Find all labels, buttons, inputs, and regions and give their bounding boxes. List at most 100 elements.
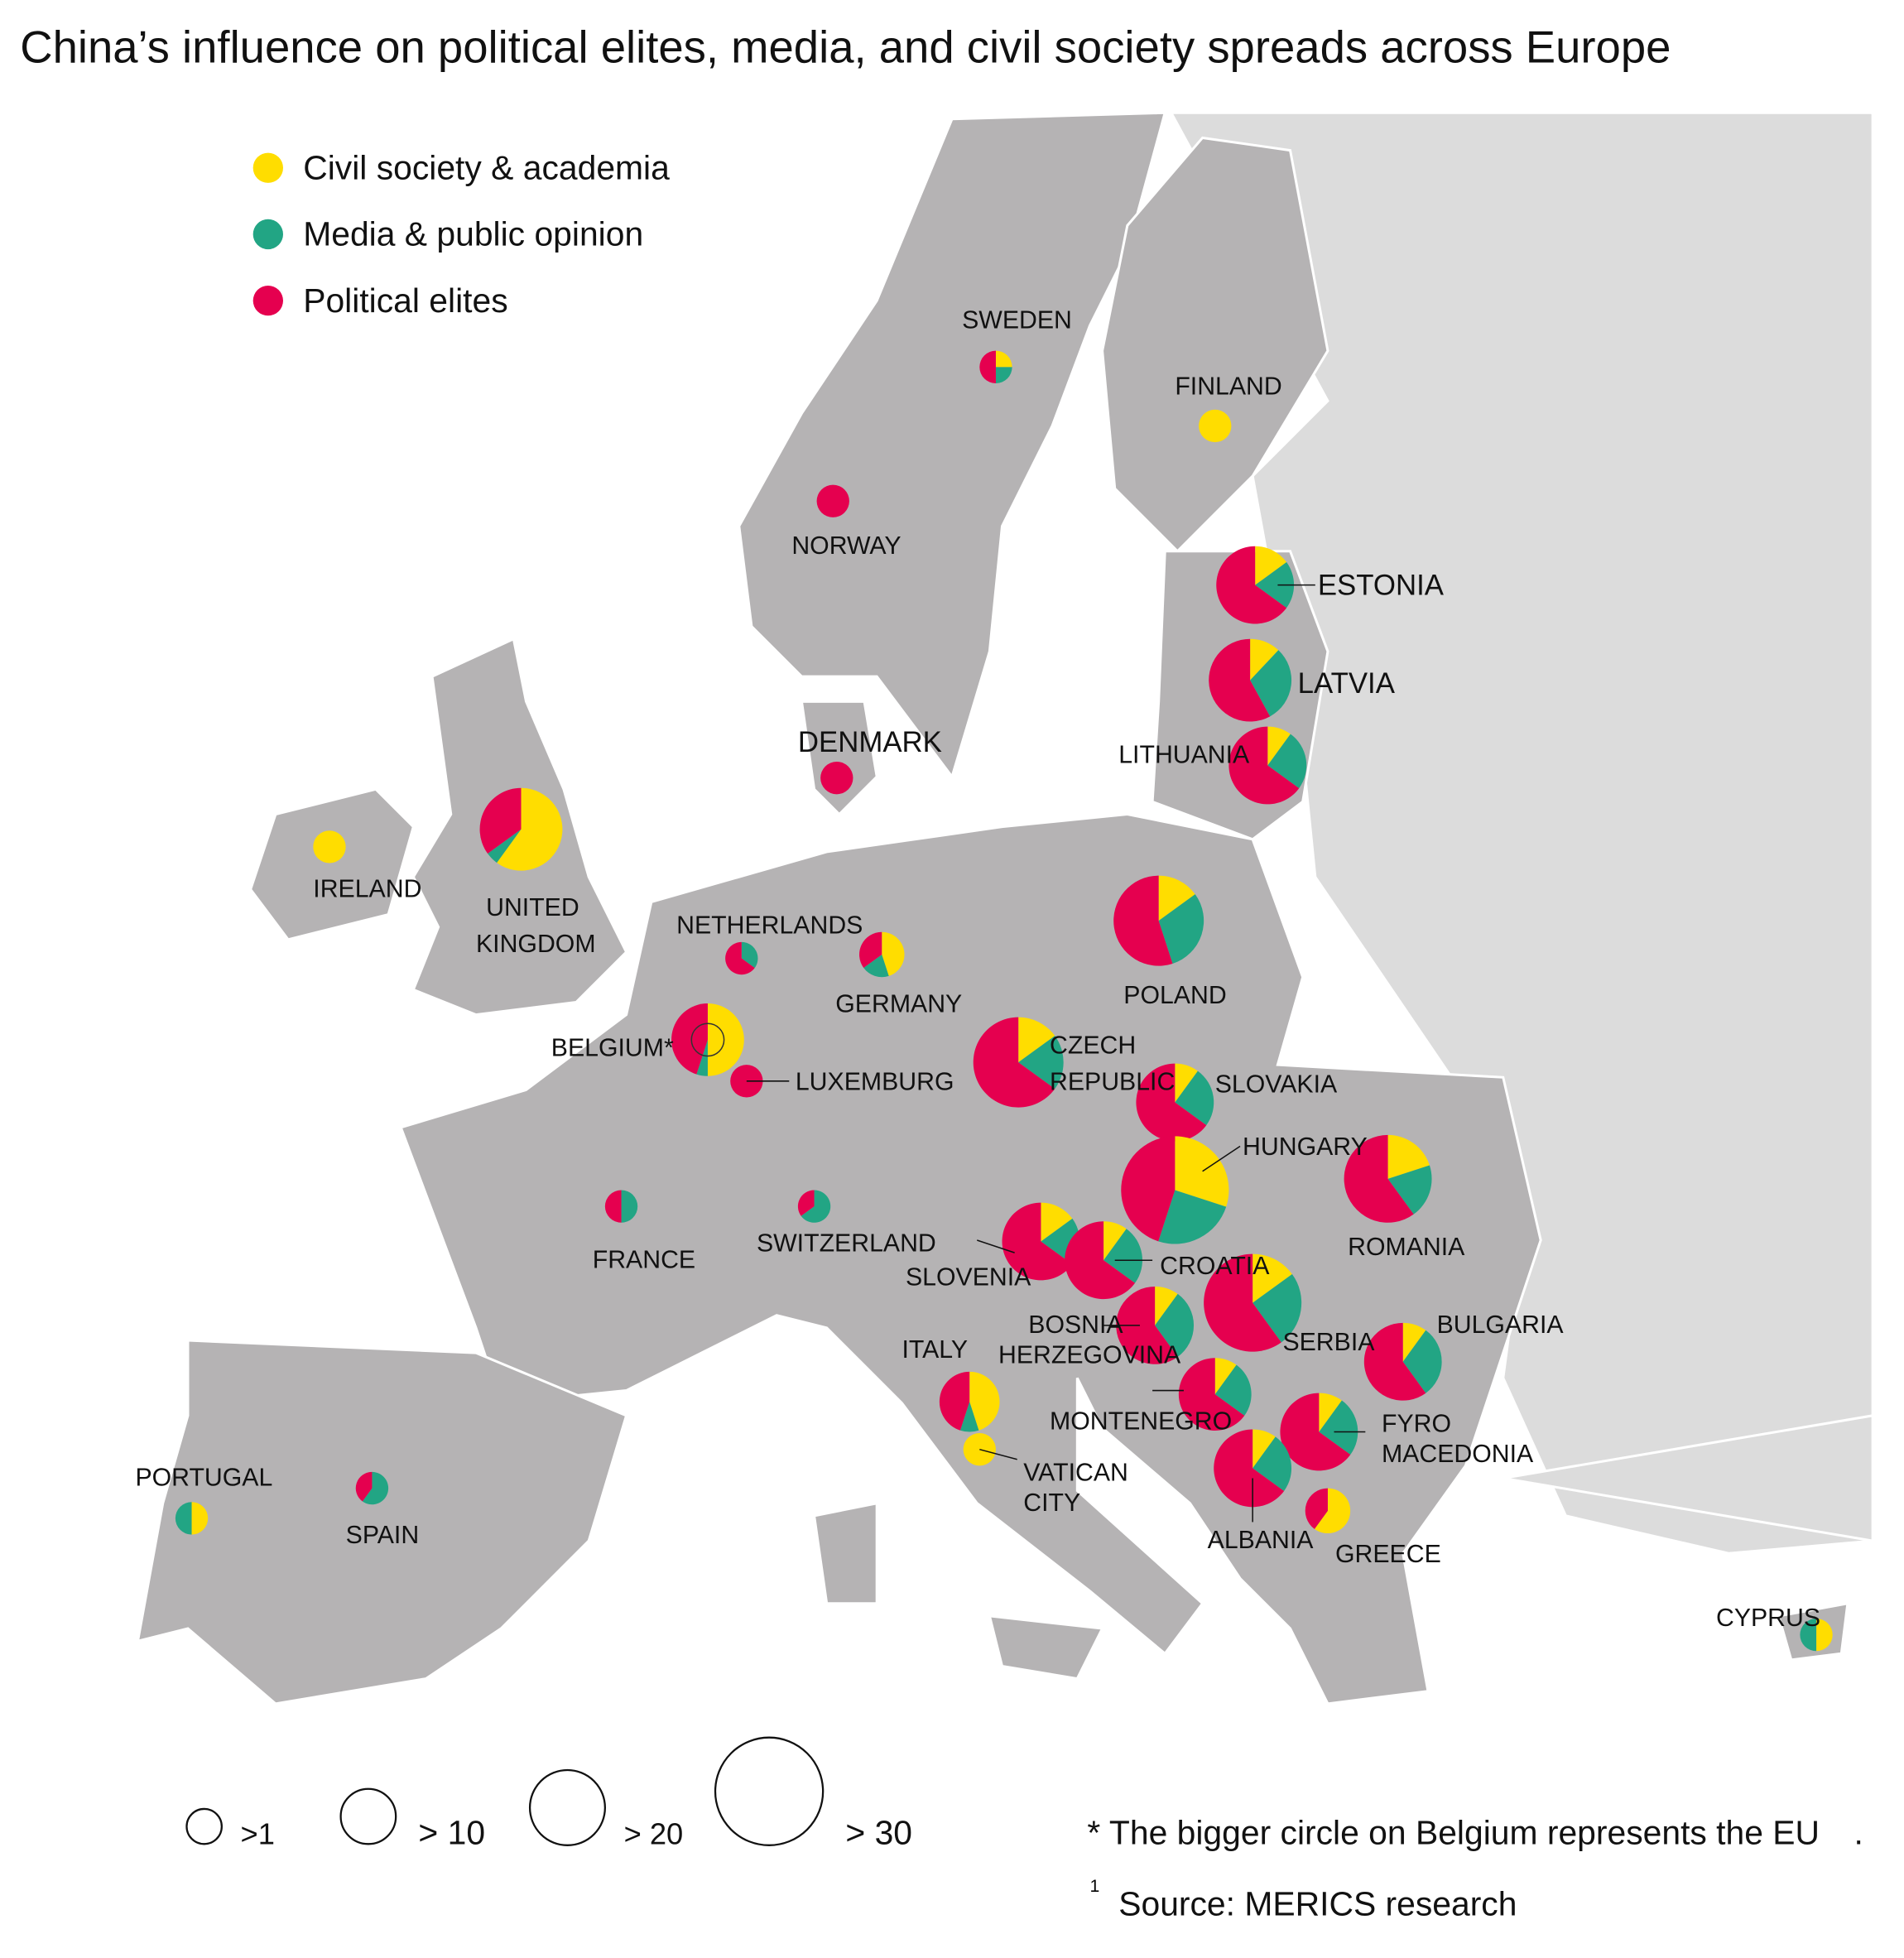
label-portugal: PORTUGAL [135, 1465, 272, 1492]
pie-united-kingdom [479, 787, 563, 871]
legend-swatch-civil-society [252, 152, 283, 183]
size-legend-labels: >1 > 10 > 20 > 30 [241, 1813, 912, 1851]
pie-latvia [1209, 638, 1292, 722]
pie-slice-denmark-political-elites [820, 761, 853, 795]
pie-greece [1305, 1488, 1351, 1534]
pie-slice-latvia-media [1250, 650, 1292, 717]
pie-montenegro [1178, 1358, 1252, 1431]
pie-slice-bosnia-herzegovina-political-elites [1116, 1286, 1178, 1364]
label-sweden: SWEDEN [962, 306, 1072, 334]
pie-slice-poland-media [1158, 894, 1204, 964]
pie-italy [939, 1371, 1000, 1432]
pie-slice-estonia-civil-society [1255, 546, 1287, 585]
pie-slice-spain-political-elites [355, 1471, 373, 1502]
legend-swatch-media [252, 219, 283, 250]
size-legend-label-10: > 10 [418, 1813, 485, 1851]
label-romania: ROMANIA [1348, 1234, 1465, 1261]
label-netherlands: NETHERLANDS [676, 912, 863, 939]
pie-slice-bulgaria-civil-society [1402, 1322, 1426, 1362]
pie-slice-italy-civil-society [969, 1371, 1000, 1431]
pie-slice-norway-political-elites [816, 484, 849, 517]
source: Source: MERICS research [1118, 1885, 1517, 1923]
label-albania: ALBANIA [1208, 1527, 1315, 1554]
pie-germany [859, 931, 905, 978]
size-legend-circle-1 [185, 1807, 223, 1845]
label-lithuania: LITHUANIA [1118, 741, 1250, 768]
label-fyro-line1: FYRO [1382, 1410, 1451, 1437]
label-germany: GERMANY [835, 991, 962, 1018]
pie-hungary [1121, 1136, 1229, 1244]
pie-slice-cyprus-civil-society [1816, 1618, 1833, 1652]
label-ireland: IRELAND [313, 875, 421, 902]
pie-slice-estonia-political-elites [1216, 546, 1287, 624]
pie-slice-germany-civil-society [882, 931, 905, 976]
label-estonia: ESTONIA [1318, 570, 1445, 602]
pie-slice-croatia-civil-society [1103, 1221, 1127, 1261]
source-mark: 1 [1089, 1877, 1099, 1896]
pie-slice-united-kingdom-media [488, 829, 522, 864]
chart-title: China’s influence on political elites, m… [20, 22, 1671, 73]
label-norway: NORWAY [791, 532, 901, 560]
pie-slice-serbia-civil-society [1253, 1253, 1292, 1303]
label-italy: ITALY [902, 1336, 968, 1364]
pie-slice-belgium-political-elites [671, 1003, 708, 1075]
label-denmark: DENMARK [798, 726, 942, 758]
pie-slice-albania-media [1253, 1436, 1292, 1491]
label-uk-line1: UNITED [486, 894, 579, 921]
label-finland: FINLAND [1175, 373, 1281, 401]
pie-slice-poland-political-elites [1113, 875, 1173, 966]
pie-slice-montenegro-civil-society [1214, 1358, 1237, 1395]
pie-slice-switzerland-political-elites [797, 1190, 815, 1216]
label-fyro-line2: MACEDONIA [1382, 1441, 1534, 1468]
pie-spain [355, 1471, 389, 1505]
label-uk-line2: KINGDOM [476, 931, 596, 958]
pie-norway [816, 484, 849, 517]
leader-lines [746, 584, 1366, 1523]
pie-slice-serbia-political-elites [1204, 1253, 1281, 1352]
pie-slice-lithuania-political-elites [1228, 726, 1300, 805]
pie-slice-spain-media [362, 1471, 389, 1505]
pie-slice-netherlands-political-elites [725, 941, 755, 975]
label-czech-line1: CZECH [1050, 1032, 1136, 1060]
label-hungary: HUNGARY [1243, 1133, 1368, 1161]
pie-slice-poland-civil-society [1158, 875, 1195, 921]
pie-croatia [1065, 1221, 1142, 1300]
pie-bulgaria [1363, 1322, 1442, 1401]
pie-sweden [979, 350, 1012, 384]
pie-slice-slovakia-civil-society [1175, 1063, 1198, 1103]
label-cyprus: CYPRUS [1716, 1604, 1820, 1632]
pie-slice-montenegro-media [1214, 1364, 1252, 1416]
pie-slice-fyro-macedonia-media [1319, 1400, 1358, 1455]
footnote-period: . [1854, 1813, 1863, 1851]
pie-bosnia-herzegovina [1116, 1286, 1195, 1364]
label-croatia: CROATIA [1160, 1253, 1270, 1280]
label-bosnia-line1: BOSNIA [1028, 1311, 1123, 1339]
legend-label-political-elites: Political elites [303, 281, 507, 320]
country-pies [175, 350, 1833, 1652]
pie-slice-united-kingdom-political-elites [479, 787, 522, 854]
pie-netherlands [725, 941, 758, 975]
label-bosnia-line2: HERZEGOVINA [998, 1341, 1181, 1369]
size-legend-circle-20 [528, 1768, 607, 1846]
pie-lithuania [1228, 726, 1307, 805]
pie-slice-latvia-political-elites [1209, 638, 1271, 722]
pie-slice-united-kingdom-civil-society [497, 787, 563, 871]
pie-cyprus [1800, 1618, 1833, 1652]
label-vatican-line2: CITY [1023, 1489, 1080, 1517]
pie-slice-czech-republic-political-elites [973, 1017, 1055, 1108]
pie-slice-hungary-media [1158, 1190, 1227, 1244]
pie-serbia [1204, 1253, 1302, 1352]
size-legend [185, 1736, 825, 1846]
pie-slice-latvia-civil-society [1250, 638, 1279, 681]
pie-france [604, 1190, 638, 1223]
pie-slice-italy-media [959, 1402, 979, 1432]
label-slovakia: SLOVAKIA [1215, 1070, 1338, 1098]
label-luxemburg: LUXEMBURG [796, 1068, 954, 1095]
label-vatican-line1: VATICAN [1023, 1460, 1128, 1487]
pie-slice-albania-civil-society [1253, 1429, 1276, 1469]
pie-slice-portugal-civil-society [191, 1502, 209, 1535]
pie-slice-slovenia-political-elites [1002, 1202, 1073, 1281]
pie-slice-france-media [621, 1190, 638, 1223]
label-serbia: SERBIA [1282, 1329, 1375, 1356]
